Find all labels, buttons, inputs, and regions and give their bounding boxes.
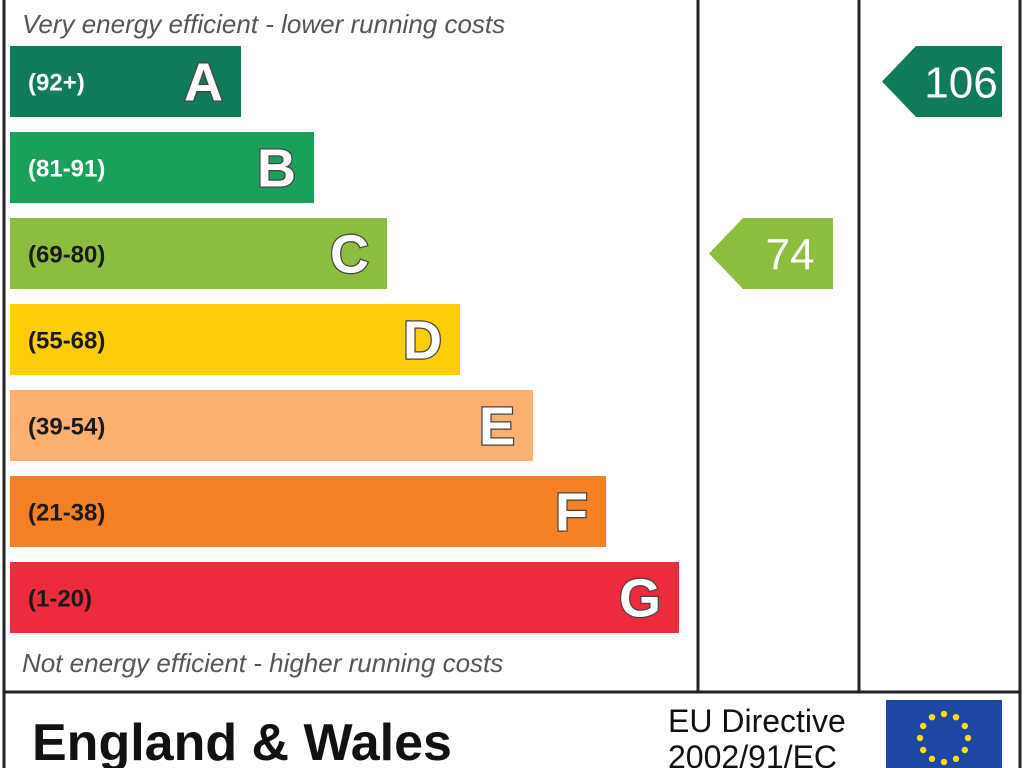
eu-star-icon (920, 722, 927, 730)
band-f: (21-38) F (10, 476, 606, 547)
band-f-range: (21-38) (28, 500, 105, 527)
band-e-letter: E (479, 397, 515, 457)
band-g-bar (10, 562, 679, 633)
eu-star-icon (928, 755, 936, 762)
potential-rating-value: 106 (924, 59, 997, 108)
directive-line-1: EU Directive (668, 703, 846, 739)
band-a: (92+) A (10, 46, 241, 117)
band-c: (69-80) C (10, 218, 387, 289)
directive-line-2: 2002/91/EC (668, 739, 837, 768)
eu-star-icon (928, 714, 936, 721)
eu-star-icon (916, 734, 924, 742)
region-label: England & Wales (32, 714, 452, 768)
current-rating: 74 (709, 218, 833, 289)
band-d-bar (10, 304, 460, 375)
eu-flag-icon (886, 700, 1002, 768)
bottom-caption: Not energy efficient - higher running co… (22, 648, 503, 678)
band-c-letter: C (330, 225, 369, 285)
band-g-letter: G (619, 569, 661, 629)
band-e-range: (39-54) (28, 414, 105, 441)
band-f-letter: F (555, 483, 588, 543)
rating-pointers: 74 106 (709, 46, 1002, 289)
band-b: (81-91) B (10, 132, 314, 203)
band-d-letter: D (403, 311, 442, 371)
band-e-bar (10, 390, 533, 461)
eu-star-icon (961, 722, 968, 730)
band-b-range: (81-91) (28, 156, 105, 183)
potential-rating-arrow (882, 46, 1002, 117)
band-a-bar (10, 46, 241, 117)
eu-star-icon (952, 755, 960, 762)
band-f-bar (10, 476, 606, 547)
current-rating-value: 74 (766, 231, 815, 280)
eu-star-icon (940, 758, 948, 766)
band-g-range: (1-20) (28, 586, 92, 613)
eu-star-icon (920, 746, 927, 754)
band-b-bar (10, 132, 314, 203)
band-c-range: (69-80) (28, 242, 105, 269)
potential-rating: 106 (882, 46, 1002, 117)
eu-star-icon (964, 734, 972, 742)
eu-star-icon (961, 746, 968, 754)
eu-star-icon (940, 710, 948, 718)
top-caption: Very energy efficient - lower running co… (22, 9, 505, 39)
band-d-range: (55-68) (28, 328, 105, 355)
current-rating-arrow (709, 218, 833, 289)
band-e: (39-54) E (10, 390, 533, 461)
band-b-letter: B (257, 139, 296, 199)
band-d: (55-68) D (10, 304, 460, 375)
band-a-letter: A (184, 53, 223, 113)
band-g: (1-20) G (10, 562, 679, 633)
band-c-bar (10, 218, 387, 289)
rating-bands: (92+) A (81-91) B (69-80) C (55-68) D (39-54) E (2… (10, 46, 679, 633)
band-a-range: (92+) (28, 70, 85, 97)
eu-star-icon (952, 714, 960, 721)
